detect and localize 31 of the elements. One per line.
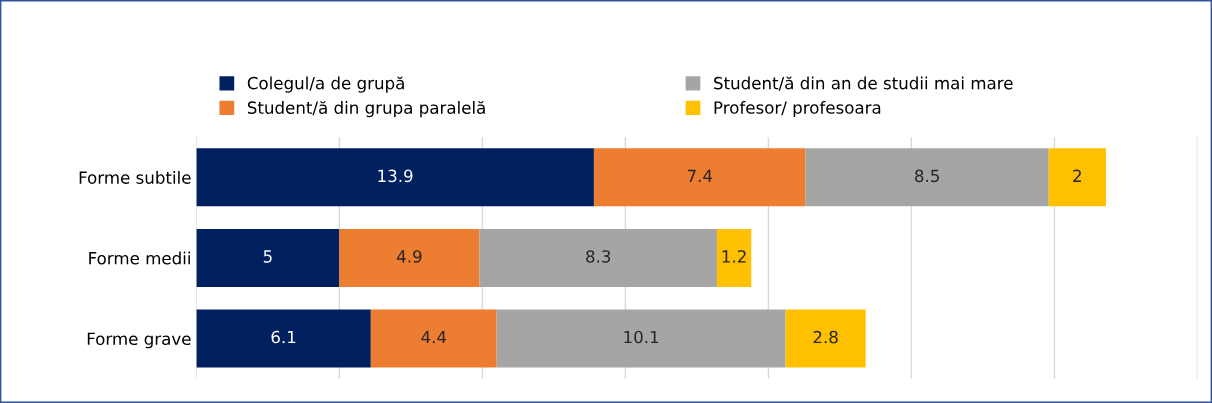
legend-label: Student/ă din grupa paralelă bbox=[247, 100, 485, 118]
bar bbox=[339, 228, 480, 287]
bar bbox=[1048, 148, 1106, 207]
bar bbox=[716, 228, 752, 287]
data-label: 8.5 bbox=[915, 169, 939, 183]
legend-label: Profesor/ profesoara bbox=[714, 100, 881, 118]
data-label: 4.4 bbox=[421, 330, 447, 344]
y-tick-label: Forme medii bbox=[89, 251, 190, 265]
bar bbox=[196, 148, 594, 207]
data-label: 10.1 bbox=[624, 330, 659, 344]
bar bbox=[805, 148, 1049, 207]
bar bbox=[370, 309, 497, 368]
legend-label: Colegul/a de grupă bbox=[247, 76, 404, 93]
data-label: 5 bbox=[263, 250, 272, 263]
legend-label: Student/ă din an de studii mai mare bbox=[714, 76, 1013, 91]
data-label: 7.4 bbox=[687, 169, 713, 182]
bar bbox=[196, 309, 371, 368]
y-tick-label: Forme subtile bbox=[79, 170, 191, 184]
data-label: 8.3 bbox=[586, 250, 611, 263]
y-tick-label: Forme grave bbox=[87, 332, 191, 349]
bar bbox=[196, 228, 340, 287]
bar bbox=[479, 228, 717, 287]
data-label: 4.9 bbox=[397, 250, 422, 263]
data-label: 2 bbox=[1073, 169, 1081, 182]
bar bbox=[785, 309, 866, 368]
bar bbox=[496, 309, 786, 368]
data-label: 2.8 bbox=[813, 330, 838, 344]
data-label: 13.9 bbox=[378, 169, 413, 183]
data-label: 1.2 bbox=[722, 250, 746, 263]
data-label: 6.1 bbox=[271, 330, 296, 344]
bar bbox=[593, 148, 806, 207]
